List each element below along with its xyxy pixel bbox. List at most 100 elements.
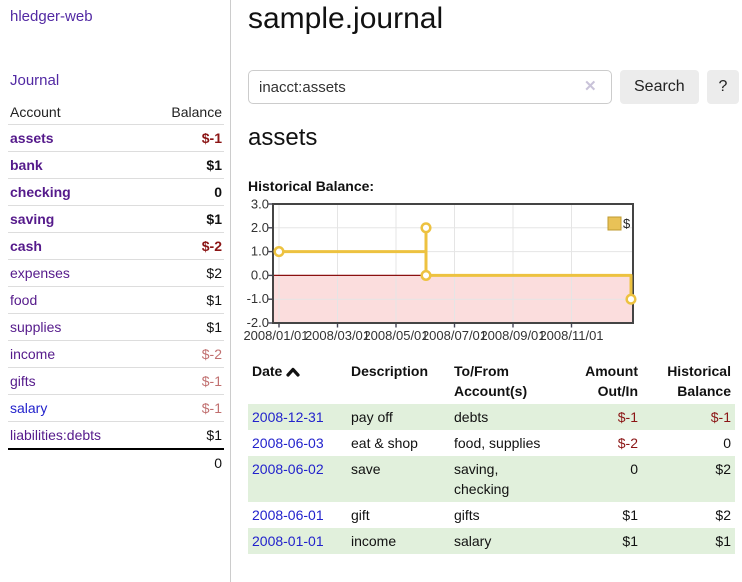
chart-legend: $ (607, 216, 631, 231)
search-input[interactable] (248, 70, 612, 104)
account-row: checking 0 (8, 178, 224, 206)
account-row: bank $1 (8, 151, 224, 179)
account-link-gifts[interactable]: gifts (10, 373, 36, 389)
data-point-marker (420, 269, 432, 281)
transaction-date-link[interactable]: 2008-06-03 (252, 435, 324, 451)
data-point-marker (273, 246, 285, 258)
search-bar: ✕ Search ? (248, 70, 742, 104)
transaction-date-link[interactable]: 2008-12-31 (252, 409, 324, 425)
register-header-date: Date (248, 358, 347, 404)
transaction-amount: $-1 (617, 409, 638, 425)
balance-chart[interactable]: $ 3.0 2.0 1.0 0.0 -1.0 -2.0 2008/01/01 2… (238, 198, 638, 348)
register-row: 2008-01-01 income salary $1 $1 (248, 528, 735, 554)
chart-title: Historical Balance: (248, 178, 375, 194)
page-title: sample.journal (248, 2, 444, 35)
account-link-assets[interactable]: assets (10, 130, 54, 146)
data-point-marker (420, 222, 432, 234)
account-row: expenses $2 (8, 259, 224, 287)
transaction-amount: 0 (630, 461, 638, 477)
accounts-header-row: Account Balance (8, 100, 224, 125)
transaction-balance: $-1 (710, 409, 731, 425)
x-axis-label: 2008/03/01 (305, 328, 370, 343)
account-row: gifts $-1 (8, 367, 224, 395)
app-title-link[interactable]: hledger-web (10, 8, 93, 25)
register-header-row: Date Description To/From Account(s) Amou… (248, 358, 735, 404)
x-axis-label: 2008/05/01 (363, 328, 428, 343)
account-link-liabilities-debts[interactable]: liabilities:debts (10, 427, 102, 443)
register-row: 2008-06-02 save saving, checking 0 $2 (248, 456, 735, 502)
x-axis-label: 2008/09/01 (480, 328, 545, 343)
account-link-bank[interactable]: bank (10, 157, 43, 173)
y-axis-label: 0.0 (251, 267, 269, 282)
account-link-supplies[interactable]: supplies (10, 319, 62, 335)
account-link-saving[interactable]: saving (10, 211, 55, 227)
chart-data-points (273, 222, 637, 305)
legend-label: $ (623, 216, 631, 231)
sort-ascending-icon (286, 362, 300, 382)
y-axis-labels: 3.0 2.0 1.0 0.0 -1.0 -2.0 (247, 198, 269, 330)
register-row: 2008-06-03 eat & shop food, supplies $-2… (248, 430, 735, 456)
account-balance: 0 (145, 178, 224, 206)
account-balance: $1 (145, 421, 224, 449)
chart-series-line (277, 226, 633, 301)
sidebar-item-journal[interactable]: Journal (10, 72, 60, 89)
x-axis-label: 2008/07/01 (422, 328, 487, 343)
account-row: cash $-2 (8, 232, 224, 260)
account-link-checking[interactable]: checking (10, 184, 71, 200)
x-axis-labels: 2008/01/01 2008/03/01 2008/05/01 2008/07… (243, 328, 603, 343)
transaction-description: gift (351, 507, 370, 523)
account-row: food $1 (8, 286, 224, 314)
account-balance: $-2 (145, 232, 224, 260)
transaction-amount: $1 (622, 507, 638, 523)
register-table: Date Description To/From Account(s) Amou… (248, 358, 735, 554)
transaction-balance: $2 (715, 507, 731, 523)
y-axis-label: -2.0 (247, 315, 269, 330)
account-row: assets $-1 (8, 124, 224, 152)
account-row: income $-2 (8, 340, 224, 368)
clear-search-icon[interactable]: ✕ (584, 78, 597, 95)
account-link-salary[interactable]: salary (10, 400, 48, 416)
register-row: 2008-06-01 gift gifts $1 $2 (248, 502, 735, 528)
transaction-date-link[interactable]: 2008-06-01 (252, 507, 324, 523)
transaction-accounts: saving, checking (454, 461, 510, 497)
account-balance: $1 (145, 151, 224, 179)
transaction-date-link[interactable]: 2008-06-02 (252, 461, 324, 477)
account-balance: $-2 (145, 340, 224, 368)
accounts-total-value: 0 (145, 448, 224, 476)
transaction-description: eat & shop (351, 435, 418, 451)
account-row: supplies $1 (8, 313, 224, 341)
transaction-accounts: debts (454, 409, 489, 425)
transaction-description: save (351, 461, 381, 477)
y-axis-label: 2.0 (251, 220, 269, 235)
transaction-balance: $1 (715, 533, 731, 549)
data-point-marker (625, 293, 637, 305)
register-row: 2008-12-31 pay off debts $-1 $-1 (248, 404, 735, 430)
account-balance: $-1 (145, 124, 224, 152)
sidebar: hledger-web Journal Account Balance asse… (0, 0, 231, 582)
account-row: saving $1 (8, 205, 224, 233)
transaction-accounts: gifts (454, 507, 480, 523)
transaction-amount: $1 (622, 533, 638, 549)
x-axis-label: 2008/11/01 (539, 328, 603, 343)
help-button[interactable]: ? (707, 70, 739, 104)
search-button[interactable]: Search (620, 70, 699, 104)
account-link-expenses[interactable]: expenses (10, 265, 70, 281)
transaction-description: income (351, 533, 397, 549)
chart-canvas[interactable]: $ 3.0 2.0 1.0 0.0 -1.0 -2.0 2008/01/01 2… (238, 198, 638, 348)
x-axis-label: 2008/01/01 (243, 328, 308, 343)
transaction-balance: 0 (723, 435, 731, 451)
accounts-header-account: Account (10, 104, 61, 120)
y-axis-label: 1.0 (251, 244, 269, 259)
register-header-balance: Historical Balance (667, 363, 731, 399)
account-balance: $1 (145, 286, 224, 314)
account-link-cash[interactable]: cash (10, 238, 42, 254)
account-link-food[interactable]: food (10, 292, 38, 308)
y-axis-label: 3.0 (251, 198, 269, 212)
transaction-amount: $-2 (617, 435, 638, 451)
transaction-balance: $2 (715, 461, 731, 477)
account-link-income[interactable]: income (10, 346, 56, 362)
transaction-date-link[interactable]: 2008-01-01 (252, 533, 324, 549)
account-balance: $1 (145, 205, 224, 233)
account-row: liabilities:debts $1 (8, 421, 224, 449)
legend-swatch (607, 216, 622, 231)
